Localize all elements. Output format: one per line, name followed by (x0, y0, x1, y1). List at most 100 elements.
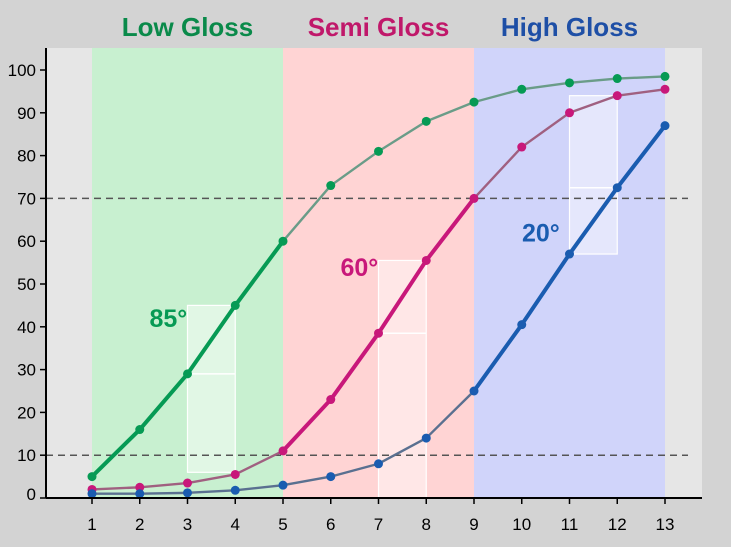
series-85deg-point-8 (421, 116, 431, 126)
series-20deg-segment-5 (281, 475, 332, 487)
series-85deg-point-5 (278, 236, 288, 246)
series-85deg-segment-4 (233, 239, 285, 308)
y-tick-label-40: 40 (17, 318, 36, 337)
curve-label-60deg: 60° (340, 254, 378, 282)
series-85deg-point-9 (469, 97, 479, 107)
series-20deg-point-5 (278, 480, 288, 490)
series-85deg-segment-9 (472, 88, 523, 104)
series-60deg-segment-2 (138, 481, 189, 489)
series-60deg-segment-10 (520, 111, 571, 149)
y-tick-label-80: 80 (17, 147, 36, 166)
curve-labels: 85° 60° 20° (149, 220, 559, 334)
series-60deg-point-10 (517, 142, 527, 152)
series-60deg-point-3 (183, 478, 192, 488)
series-20deg-point-4 (230, 485, 240, 495)
series-85deg-point-2 (135, 425, 145, 435)
series-20deg-point-12 (612, 183, 622, 193)
series-60deg-segment-12 (616, 88, 667, 97)
series-20deg-segment-10 (519, 252, 572, 327)
series-60deg-segment-1 (90, 486, 141, 491)
series-20deg-segment-8 (425, 389, 476, 440)
series-85deg-segment-5 (281, 184, 332, 243)
series-20deg-segment-6 (329, 462, 380, 478)
y-tick-label-50: 50 (17, 275, 36, 294)
x-tick-label-9: 9 (469, 515, 478, 534)
series-85deg-segment-8 (425, 100, 476, 123)
series-60deg-segment-4 (234, 449, 285, 476)
series-85deg-point-6 (326, 181, 336, 191)
x-tick-label-11: 11 (561, 515, 579, 534)
series-85deg-point-13 (660, 71, 670, 81)
series-20deg-segment-7 (377, 436, 428, 465)
series-20deg (87, 121, 670, 499)
x-tick-label-5: 5 (278, 515, 287, 534)
x-tick-label-4: 4 (231, 515, 240, 534)
series-60deg-point-7 (374, 328, 383, 338)
series-60deg-point-8 (421, 255, 431, 265)
series-group (87, 71, 670, 499)
y-tick-label-60: 60 (17, 232, 36, 251)
y-tick-label-30: 30 (17, 361, 36, 380)
series-20deg-point-9 (469, 386, 479, 396)
series-60deg-segment-8 (424, 196, 476, 263)
series-60deg-segment-9 (472, 145, 523, 200)
x-tick-label-2: 2 (135, 515, 144, 534)
series-60deg-point-12 (612, 91, 622, 101)
series-85deg-segment-12 (616, 75, 667, 80)
series-20deg-segment-9 (472, 322, 524, 393)
y-tick-label-20: 20 (17, 403, 36, 422)
series-60deg-segment-7 (376, 258, 429, 336)
series-60deg-segment-3 (186, 473, 237, 485)
series-85deg-segment-2 (137, 371, 190, 432)
series-20deg-segment-12 (615, 123, 667, 190)
series-85deg-segment-1 (90, 427, 142, 479)
series-20deg-point-6 (326, 472, 336, 482)
series-60deg-point-11 (565, 108, 574, 118)
y-tick-label-90: 90 (17, 104, 36, 123)
series-85deg-point-3 (183, 369, 192, 379)
series-85deg-point-12 (612, 74, 622, 84)
series-60deg-point-6 (326, 395, 336, 405)
series-85deg-point-7 (374, 146, 383, 156)
series-20deg-point-3 (183, 488, 192, 498)
series-20deg-segment-11 (567, 185, 620, 257)
y-tick-label-0: 0 (27, 485, 36, 504)
series-20deg-point-8 (421, 433, 431, 443)
series-60deg-point-4 (230, 469, 240, 479)
series-20deg-point-2 (135, 489, 145, 499)
x-tick-label-3: 3 (183, 515, 192, 534)
x-tick-label-8: 8 (422, 515, 431, 534)
series-20deg-point-1 (87, 489, 97, 499)
series-20deg-point-11 (565, 249, 574, 259)
highlight-box-3 (568, 95, 618, 255)
x-tick-label-12: 12 (608, 515, 627, 534)
region-title-semi-gloss: Semi Gloss (308, 12, 450, 42)
series-20deg-point-10 (517, 320, 527, 330)
series-85deg-point-10 (517, 84, 527, 94)
x-tick-label-10: 10 (512, 515, 531, 534)
series-60deg-segment-11 (568, 94, 619, 115)
series-85deg-segment-7 (377, 120, 428, 153)
series-85deg-segment-3 (185, 303, 238, 376)
region-titles: Low Gloss Semi Gloss High Gloss (122, 12, 638, 42)
series-60deg-point-9 (469, 193, 479, 203)
series-60deg-point-13 (660, 84, 670, 94)
series-60deg (87, 84, 670, 494)
x-tick-label-13: 13 (656, 515, 675, 534)
x-tick-label-6: 6 (326, 515, 335, 534)
region-title-low-gloss: Low Gloss (122, 12, 253, 42)
series-85deg (87, 71, 670, 482)
y-tick-label-10: 10 (17, 446, 36, 465)
series-60deg-point-5 (278, 446, 288, 456)
series-20deg-segment-3 (186, 489, 237, 495)
series-85deg-segment-10 (520, 81, 571, 91)
series-20deg-point-7 (374, 459, 383, 469)
curve-label-85deg: 85° (149, 305, 187, 333)
y-tick-label-70: 70 (17, 189, 36, 208)
series-85deg-point-4 (230, 300, 240, 310)
highlight-box-1 (186, 304, 236, 473)
series-20deg-segment-4 (234, 483, 285, 492)
series-85deg-segment-6 (329, 150, 380, 187)
